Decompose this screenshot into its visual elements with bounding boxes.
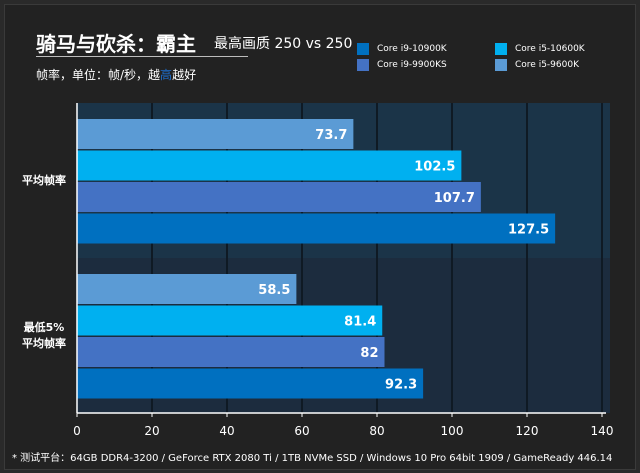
legend-item: Core i5-10600K [495,42,585,56]
bar [77,305,383,336]
x-tick-label: 0 [73,424,81,438]
chart-subtitle: 帧率，单位：帧/秒，越高越好 [36,66,196,83]
bar [77,182,481,212]
bar-value-label: 58.5 [258,283,290,298]
bar-value-label: 92.3 [385,378,417,393]
legend-label: Core i9-9900KS [377,60,447,70]
bar-value-label: 102.5 [414,160,455,175]
legend-label: Core i5-10600K [515,44,585,54]
test-platform-footnote: * 测试平台：64GB DDR4-3200 / GeForce RTX 2080… [12,453,613,464]
category-label: 最低5% 平均帧率 [22,320,66,350]
bar-value-label: 73.7 [315,128,347,143]
title-divider [36,56,248,57]
legend-item: Core i9-10900K [357,42,447,56]
bar [77,150,462,181]
legend-swatch [495,43,507,55]
x-tick-label: 40 [219,424,234,438]
bar-value-label: 127.5 [508,223,549,238]
legend-item: Core i9-9900KS [357,58,447,72]
legend-item: Core i5-9600K [495,58,579,72]
chart-title-settings: 最高画质 250 vs 250 [214,36,353,52]
bar [77,274,297,304]
category-label: 平均帧率 [22,173,66,187]
subtitle-suffix: 越好 [172,68,197,82]
legend-swatch [495,59,507,71]
subtitle-highlight: 高 [160,68,173,82]
bar-value-label: 107.7 [434,191,475,206]
chart-title: 骑马与砍杀：霸主 [36,32,196,56]
legend-swatch [357,43,369,55]
bar [77,213,556,244]
x-tick-label: 100 [441,424,464,438]
bar [77,368,424,399]
bar-value-label: 82 [360,346,378,361]
legend-swatch [357,59,369,71]
x-tick-label: 20 [144,424,159,438]
bar [77,119,354,149]
bar-value-label: 81.4 [344,315,376,330]
legend-label: Core i5-9600K [515,60,579,70]
x-tick-label: 60 [294,424,309,438]
bar [77,337,385,367]
x-tick-label: 120 [516,424,539,438]
x-tick-label: 140 [591,424,614,438]
x-tick-label: 80 [369,424,384,438]
legend-label: Core i9-10900K [377,44,447,54]
subtitle-prefix: 帧率，单位：帧/秒，越 [36,68,161,82]
